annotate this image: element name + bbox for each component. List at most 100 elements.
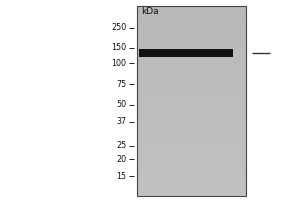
Bar <box>136 118 246 120</box>
Bar <box>136 82 246 84</box>
Bar <box>136 27 246 28</box>
Bar <box>136 152 246 153</box>
Bar <box>136 16 246 17</box>
Bar <box>136 63 246 65</box>
Bar <box>136 112 246 114</box>
Bar <box>136 39 246 41</box>
Bar <box>136 30 246 31</box>
Bar <box>136 156 246 158</box>
Bar <box>136 144 246 145</box>
Text: 150: 150 <box>112 43 127 52</box>
Bar <box>136 42 246 44</box>
Bar <box>136 128 246 130</box>
Bar <box>136 107 246 109</box>
Bar <box>136 8 246 9</box>
Bar <box>136 33 246 35</box>
Bar <box>136 6 246 196</box>
Bar <box>136 106 246 107</box>
Bar <box>136 11 246 12</box>
Bar <box>136 96 246 98</box>
Bar <box>136 117 246 118</box>
Bar <box>136 120 246 122</box>
Bar <box>136 109 246 110</box>
Bar <box>136 115 246 117</box>
Bar <box>136 50 246 52</box>
Bar <box>136 193 246 194</box>
Bar <box>136 182 246 183</box>
Bar <box>136 139 246 141</box>
Bar <box>136 23 246 25</box>
Bar <box>136 147 246 148</box>
Bar <box>136 153 246 155</box>
Bar <box>136 185 246 186</box>
Bar <box>136 87 246 88</box>
Bar <box>136 12 246 14</box>
Bar <box>136 28 246 30</box>
Bar <box>136 145 246 147</box>
Bar <box>136 141 246 142</box>
Bar <box>136 47 246 49</box>
Bar <box>136 191 246 193</box>
Bar <box>136 34 246 36</box>
Bar <box>136 22 246 23</box>
Bar <box>136 169 246 171</box>
Bar <box>136 179 246 180</box>
Bar <box>136 76 246 77</box>
Bar <box>136 88 246 90</box>
Bar <box>136 99 246 101</box>
Bar <box>136 134 246 136</box>
Bar <box>136 171 246 172</box>
Bar <box>136 122 246 123</box>
Bar <box>136 60 246 61</box>
Bar <box>136 101 246 103</box>
Bar <box>136 71 246 73</box>
Bar <box>136 172 246 174</box>
Text: kDa: kDa <box>141 7 159 16</box>
Bar <box>136 177 246 179</box>
Bar <box>136 163 246 164</box>
Bar <box>136 46 246 47</box>
Bar <box>136 161 246 163</box>
Bar <box>136 19 246 20</box>
Bar <box>136 114 246 115</box>
Bar <box>136 57 246 58</box>
Text: 15: 15 <box>116 172 127 181</box>
Bar <box>136 36 246 38</box>
Bar <box>136 65 246 66</box>
Bar <box>136 74 246 76</box>
Bar <box>136 104 246 106</box>
Bar <box>136 186 246 188</box>
Bar <box>136 174 246 175</box>
Bar <box>136 90 246 92</box>
Bar <box>136 183 246 185</box>
Bar <box>136 150 246 152</box>
Text: 20: 20 <box>116 154 127 164</box>
Bar <box>136 136 246 137</box>
Bar <box>136 80 246 82</box>
Bar <box>136 190 246 191</box>
Text: 100: 100 <box>112 58 127 68</box>
Bar <box>136 53 246 55</box>
Bar <box>136 95 246 96</box>
Bar <box>136 52 246 53</box>
Bar <box>136 61 246 63</box>
Bar <box>136 85 246 87</box>
Bar <box>136 20 246 22</box>
Bar <box>136 168 246 169</box>
Bar <box>136 72 246 74</box>
Bar <box>136 125 246 126</box>
Bar <box>136 84 246 85</box>
Bar <box>136 68 246 69</box>
Bar <box>136 123 246 125</box>
Bar <box>136 93 246 95</box>
Bar <box>136 55 246 57</box>
Bar <box>136 175 246 177</box>
Bar <box>136 66 246 68</box>
Bar <box>136 155 246 156</box>
Bar <box>136 180 246 182</box>
Bar <box>136 44 246 46</box>
Bar <box>136 41 246 42</box>
Bar <box>136 142 246 144</box>
Bar <box>136 126 246 128</box>
Bar <box>136 133 246 134</box>
